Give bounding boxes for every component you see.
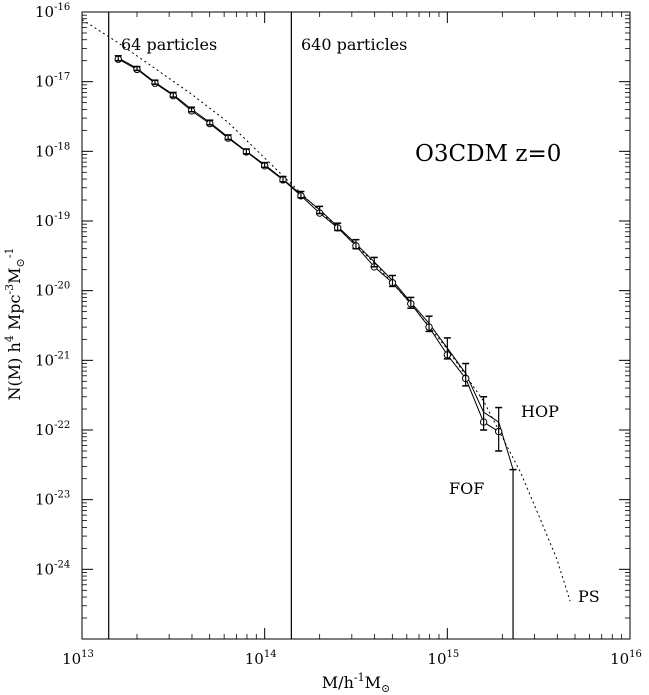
fof-annotation: FOF <box>449 479 484 498</box>
resolution-limit-lines <box>108 12 292 639</box>
tick-labels: 1013 1014 1015 1016 10-16 10-17 10-18 10-19 10-2… <box>35 2 642 668</box>
series-line-fof <box>118 58 499 433</box>
ps-annotation: PS <box>578 587 600 606</box>
series-line-hop <box>118 57 514 470</box>
hop-annotation: HOP <box>521 402 559 421</box>
y-tick-label: 10-18 <box>35 141 70 160</box>
chart-title: O3CDM z=0 <box>415 141 561 167</box>
plot-frame <box>81 11 631 640</box>
marker-layer <box>114 55 517 639</box>
y-tick-label: 10-17 <box>35 72 70 91</box>
series-line-ps <box>81 19 571 602</box>
y-tick-label: 10-19 <box>35 211 70 230</box>
y-tick-label: 10-21 <box>35 350 70 369</box>
x-tick-label: 1015 <box>427 649 459 668</box>
minor-ticks <box>82 12 630 639</box>
vline-label-640: 640 particles <box>301 35 407 54</box>
y-tick-label: 10-24 <box>35 559 70 578</box>
major-ticks <box>81 11 631 639</box>
vline-label-64: 64 particles <box>121 35 217 54</box>
y-tick-label: 10-22 <box>35 420 70 439</box>
x-tick-label: 1016 <box>610 649 642 668</box>
x-tick-label: 1013 <box>62 649 94 668</box>
x-axis-label: M/h-1M⊙ <box>322 671 390 695</box>
series-layer <box>81 19 571 602</box>
y-axis-label: N(M) h4 Mpc-3M⊙-1 <box>3 248 27 401</box>
y-tick-label: 10-20 <box>35 281 70 300</box>
x-tick-label: 1014 <box>245 649 277 668</box>
y-tick-label: 10-23 <box>35 490 70 509</box>
y-tick-label: 10-16 <box>35 2 70 21</box>
